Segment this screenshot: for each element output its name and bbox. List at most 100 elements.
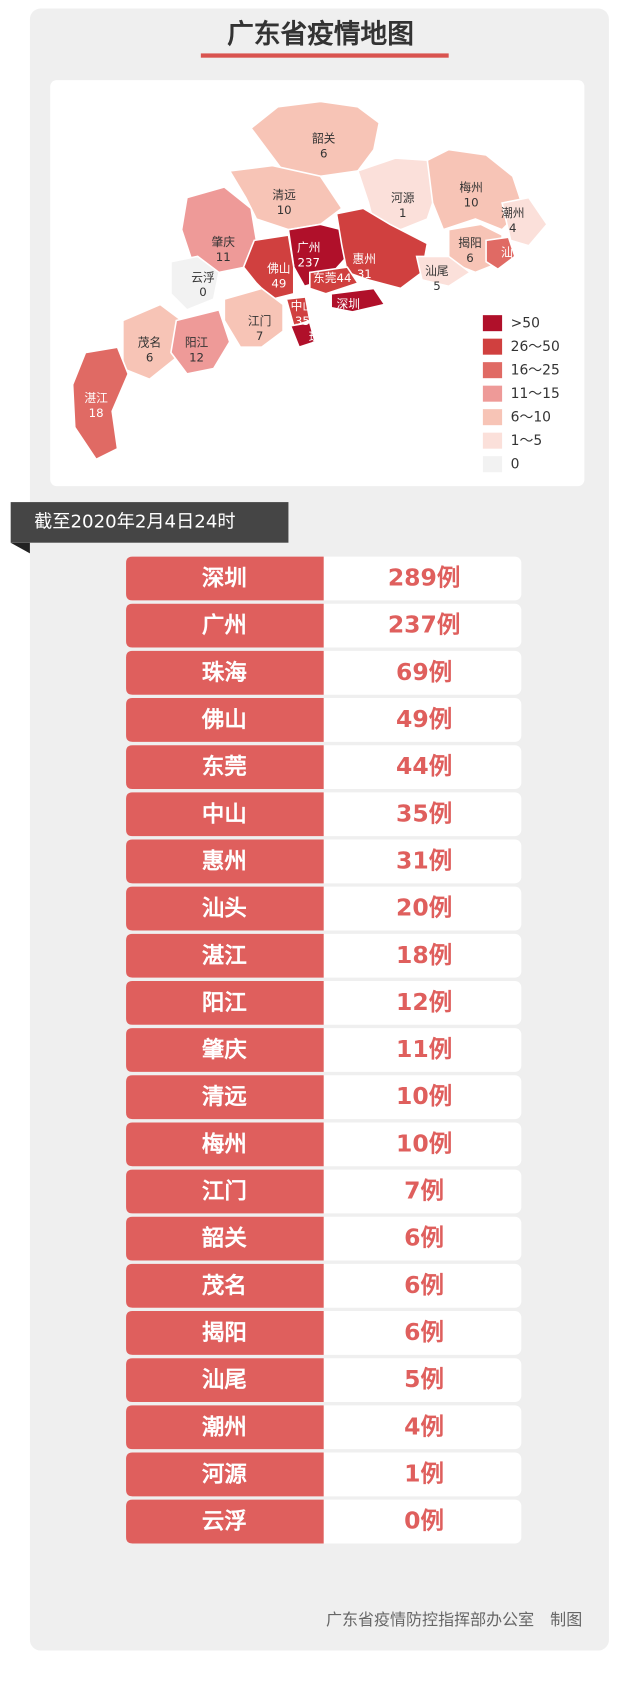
- region: [356, 157, 439, 231]
- region-name: 汕尾: [425, 264, 449, 278]
- region-value: 5: [433, 279, 440, 293]
- region-value: 11: [216, 250, 231, 264]
- city: 河源: [202, 1461, 247, 1487]
- region: [309, 266, 360, 295]
- region-value: 237: [298, 255, 320, 269]
- cases: 6例: [404, 1318, 444, 1346]
- city-cell: [126, 1405, 324, 1450]
- city: 广州: [202, 612, 247, 639]
- region: [285, 296, 311, 327]
- region-name: 湛江: [84, 391, 108, 405]
- city-cell: [126, 1452, 324, 1497]
- region-value: 6: [320, 146, 327, 160]
- cases: 31例: [396, 846, 452, 874]
- region-label: 东莞44: [313, 270, 351, 284]
- legend-swatch: [482, 315, 503, 332]
- cases: 0例: [404, 1507, 444, 1535]
- region-value: 31: [357, 267, 372, 281]
- region: [501, 196, 548, 247]
- legend: >50 26～50 16～25 11～15 6～10 1～5 0: [482, 315, 560, 473]
- cases: 6例: [404, 1224, 444, 1252]
- city: 汕尾: [202, 1367, 247, 1393]
- cases: 12例: [396, 988, 452, 1016]
- city: 佛山: [201, 707, 247, 733]
- region-name: 惠州: [353, 252, 377, 266]
- city: 中山: [202, 801, 247, 827]
- city: 惠州: [202, 848, 247, 874]
- legend-label: 1～5: [511, 433, 543, 449]
- region-value: 289: [337, 312, 359, 326]
- city-cell: [126, 1216, 324, 1261]
- city-cell: [126, 603, 324, 648]
- region-name: 江门: [248, 314, 272, 328]
- cases: 49例: [396, 705, 452, 733]
- region-value: 0: [199, 285, 206, 299]
- city: 潮州: [202, 1414, 247, 1440]
- legend-label: 11～15: [511, 386, 560, 402]
- region: [485, 236, 516, 271]
- region-value: 44: [337, 270, 352, 284]
- legend-label: 26～50: [511, 339, 560, 355]
- city-cell: [126, 1499, 324, 1544]
- cases: 18例: [396, 941, 452, 969]
- cases: 10例: [396, 1129, 452, 1157]
- region: [335, 207, 429, 290]
- region-name: 韶关: [312, 131, 336, 145]
- region-name: 东莞: [313, 270, 337, 284]
- banner-fold: [10, 542, 30, 554]
- region-value: 6: [146, 350, 153, 364]
- city-cell: [126, 792, 324, 837]
- city: 梅州: [202, 1130, 247, 1157]
- city-cell: [126, 886, 324, 931]
- footer: 广东省疫情防控指挥部办公室 制图: [326, 1610, 582, 1629]
- city: 湛江: [202, 942, 247, 969]
- region-name: 珠海: [309, 330, 333, 344]
- region-value: 69: [313, 345, 328, 359]
- region-name: 清远: [272, 188, 296, 202]
- legend-label: 6～10: [511, 410, 551, 426]
- city: 清远: [202, 1084, 247, 1110]
- title-underline: [200, 53, 449, 58]
- region-name: 潮州: [501, 206, 525, 220]
- region-name: 深圳: [337, 297, 361, 311]
- city-cell: [126, 1028, 324, 1072]
- city-cell: [126, 933, 324, 978]
- cases: 35例: [396, 799, 452, 827]
- cases: 5例: [404, 1365, 444, 1393]
- region-name: 广州: [297, 240, 321, 254]
- cases: 11例: [396, 1035, 452, 1063]
- legend-swatch: [482, 338, 503, 355]
- region-value: 18: [89, 406, 104, 420]
- region-value: 35: [295, 314, 310, 328]
- city-cell: [126, 839, 324, 884]
- region-value: 49: [271, 277, 286, 291]
- region-value: 7: [256, 329, 263, 343]
- region-name: 阳江: [185, 335, 209, 349]
- city-cell: [126, 1263, 324, 1308]
- region: [170, 255, 220, 311]
- region-name: 佛山: [267, 262, 291, 276]
- legend-swatch: [482, 362, 503, 379]
- cases: 6例: [404, 1271, 444, 1299]
- city-cell: [126, 1075, 324, 1120]
- region: [223, 287, 284, 348]
- region-name: 肇庆: [212, 235, 236, 249]
- title: 广东省疫情地图: [227, 19, 414, 50]
- legend-label: 16～25: [511, 363, 560, 379]
- city: 珠海: [202, 659, 247, 686]
- region-value: 1: [399, 206, 406, 220]
- city: 深圳: [202, 566, 247, 592]
- cases: 69例: [396, 658, 452, 686]
- city-cell: [126, 980, 324, 1025]
- legend-label: >50: [511, 316, 540, 332]
- city: 云浮: [202, 1508, 247, 1535]
- cases: 1例: [404, 1459, 444, 1487]
- city: 汕头: [202, 896, 247, 922]
- region-value: 10: [277, 203, 292, 217]
- region-value: 20: [505, 261, 520, 275]
- region: [330, 287, 386, 313]
